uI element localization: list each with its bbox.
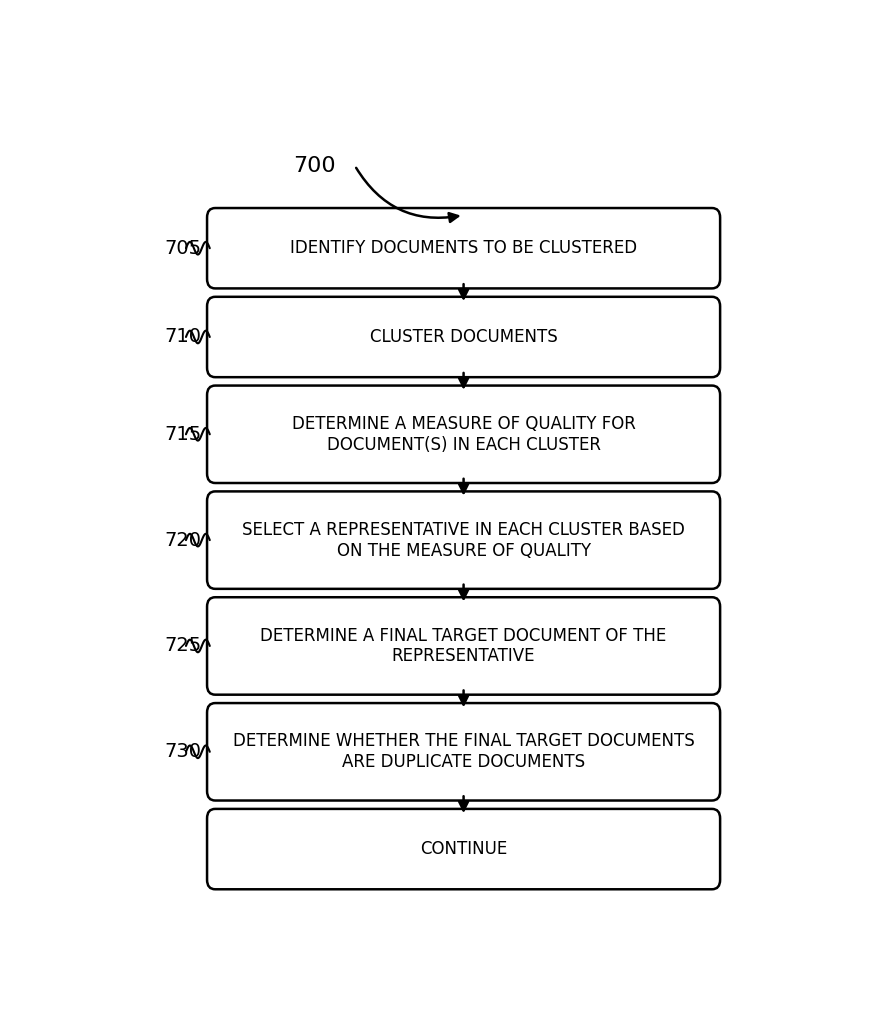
FancyBboxPatch shape (207, 492, 719, 589)
Text: CONTINUE: CONTINUE (419, 840, 507, 858)
Text: 700: 700 (293, 157, 336, 176)
Text: 720: 720 (164, 530, 201, 550)
Text: CLUSTER DOCUMENTS: CLUSTER DOCUMENTS (369, 328, 557, 346)
Text: SELECT A REPRESENTATIVE IN EACH CLUSTER BASED
ON THE MEASURE OF QUALITY: SELECT A REPRESENTATIVE IN EACH CLUSTER … (242, 521, 684, 559)
Text: 705: 705 (164, 239, 201, 258)
Text: 730: 730 (164, 742, 201, 761)
FancyBboxPatch shape (207, 809, 719, 889)
FancyBboxPatch shape (207, 597, 719, 694)
Text: DETERMINE WHETHER THE FINAL TARGET DOCUMENTS
ARE DUPLICATE DOCUMENTS: DETERMINE WHETHER THE FINAL TARGET DOCUM… (232, 732, 694, 771)
Text: 725: 725 (164, 637, 201, 655)
Text: 710: 710 (164, 328, 201, 346)
Text: DETERMINE A FINAL TARGET DOCUMENT OF THE
REPRESENTATIVE: DETERMINE A FINAL TARGET DOCUMENT OF THE… (260, 627, 666, 666)
Text: IDENTIFY DOCUMENTS TO BE CLUSTERED: IDENTIFY DOCUMENTS TO BE CLUSTERED (289, 240, 637, 257)
FancyBboxPatch shape (207, 297, 719, 377)
FancyBboxPatch shape (207, 703, 719, 801)
Text: 715: 715 (164, 425, 201, 443)
Text: DETERMINE A MEASURE OF QUALITY FOR
DOCUMENT(S) IN EACH CLUSTER: DETERMINE A MEASURE OF QUALITY FOR DOCUM… (291, 415, 635, 454)
FancyBboxPatch shape (207, 208, 719, 289)
FancyBboxPatch shape (207, 386, 719, 483)
